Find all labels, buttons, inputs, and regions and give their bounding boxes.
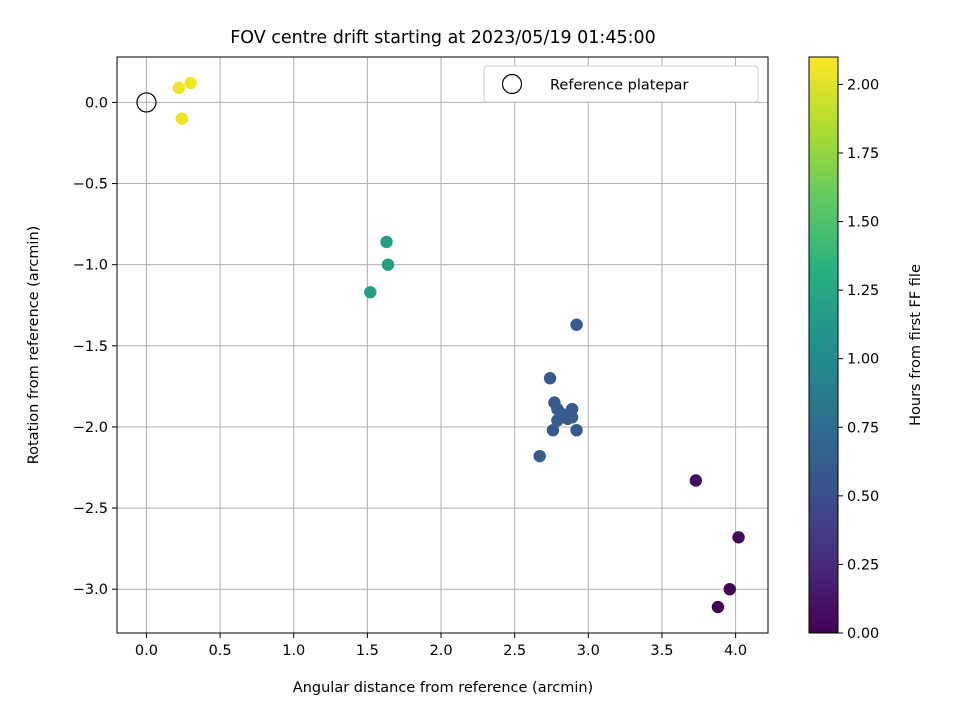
x-axis-ticks: 0.0 0.5 1.0 1.5 2.0 2.5 3.0 3.5 4.0 — [135, 633, 747, 659]
data-point — [570, 423, 583, 437]
x-tick-label: 2.0 — [429, 643, 452, 659]
data-point — [380, 235, 393, 249]
legend: Reference platepar — [483, 65, 759, 103]
data-point — [184, 76, 197, 90]
y-tick-label: −1.5 — [73, 339, 108, 355]
reference-marker — [136, 92, 157, 113]
y-tick-label: −2.0 — [73, 420, 108, 436]
data-point — [732, 531, 745, 544]
colorbar-label: Hours from first FF file — [908, 264, 924, 426]
y-axis-label: Rotation from reference (arcmin) — [26, 226, 42, 465]
data-point — [543, 372, 557, 385]
colorbar-tick-label: 2.00 — [847, 77, 879, 93]
colorbar-tick-label: 0.00 — [847, 626, 879, 642]
colorbar-tick-label: 1.00 — [847, 352, 879, 368]
x-tick-label: 0.5 — [209, 643, 232, 659]
reference-point — [136, 92, 157, 113]
y-tick-label: −0.5 — [73, 177, 108, 193]
x-tick-label: 4.0 — [724, 643, 747, 659]
data-points — [172, 76, 745, 614]
colorbar: 0.00 0.25 0.50 0.75 1.00 1.25 1.50 1.75 2.00 Hou… — [808, 56, 924, 642]
y-tick-label: 0.0 — [85, 95, 108, 111]
x-tick-label: 2.5 — [503, 643, 526, 659]
x-tick-label: 1.5 — [356, 643, 379, 659]
data-point — [546, 423, 560, 437]
x-tick-label: 0.0 — [135, 643, 158, 659]
x-axis-label: Angular distance from reference (arcmin) — [293, 680, 593, 696]
colorbar-tick-label: 1.75 — [847, 146, 879, 162]
legend-box — [483, 65, 759, 103]
y-tick-label: −2.5 — [73, 501, 108, 517]
x-tick-label: 3.0 — [577, 643, 600, 659]
y-axis-ticks: 0.0 −0.5 −1.0 −1.5 −2.0 −2.5 −3.0 — [73, 95, 117, 598]
data-point — [381, 258, 395, 271]
data-point — [172, 81, 186, 95]
plot-frame — [116, 56, 769, 634]
chart-title: FOV centre drift starting at 2023/05/19 … — [230, 28, 656, 48]
data-point — [723, 582, 736, 596]
y-tick-label: −1.0 — [73, 258, 108, 274]
legend-reference-marker — [501, 73, 523, 95]
data-point — [533, 449, 546, 463]
data-point — [565, 402, 579, 416]
colorbar-gradient — [808, 56, 839, 634]
data-point — [570, 318, 583, 331]
colorbar-tick-label: 1.25 — [847, 283, 879, 299]
data-point — [689, 474, 703, 487]
x-tick-label: 3.5 — [650, 643, 673, 659]
colorbar-tick-label: 0.25 — [847, 557, 879, 573]
colorbar-ticks: 0.00 0.25 0.50 0.75 1.00 1.25 1.50 1.75 2.00 — [838, 77, 879, 642]
data-point — [711, 600, 725, 614]
grid-lines — [117, 57, 768, 633]
colorbar-tick-label: 0.50 — [847, 489, 879, 505]
x-tick-label: 1.0 — [282, 643, 305, 659]
data-point — [364, 286, 377, 299]
legend-label-reference: Reference platepar — [550, 78, 688, 94]
y-tick-label: −3.0 — [73, 582, 108, 598]
colorbar-tick-label: 0.75 — [847, 420, 879, 436]
data-point — [175, 112, 189, 125]
data-point — [548, 396, 561, 409]
colorbar-tick-label: 1.50 — [847, 215, 879, 231]
